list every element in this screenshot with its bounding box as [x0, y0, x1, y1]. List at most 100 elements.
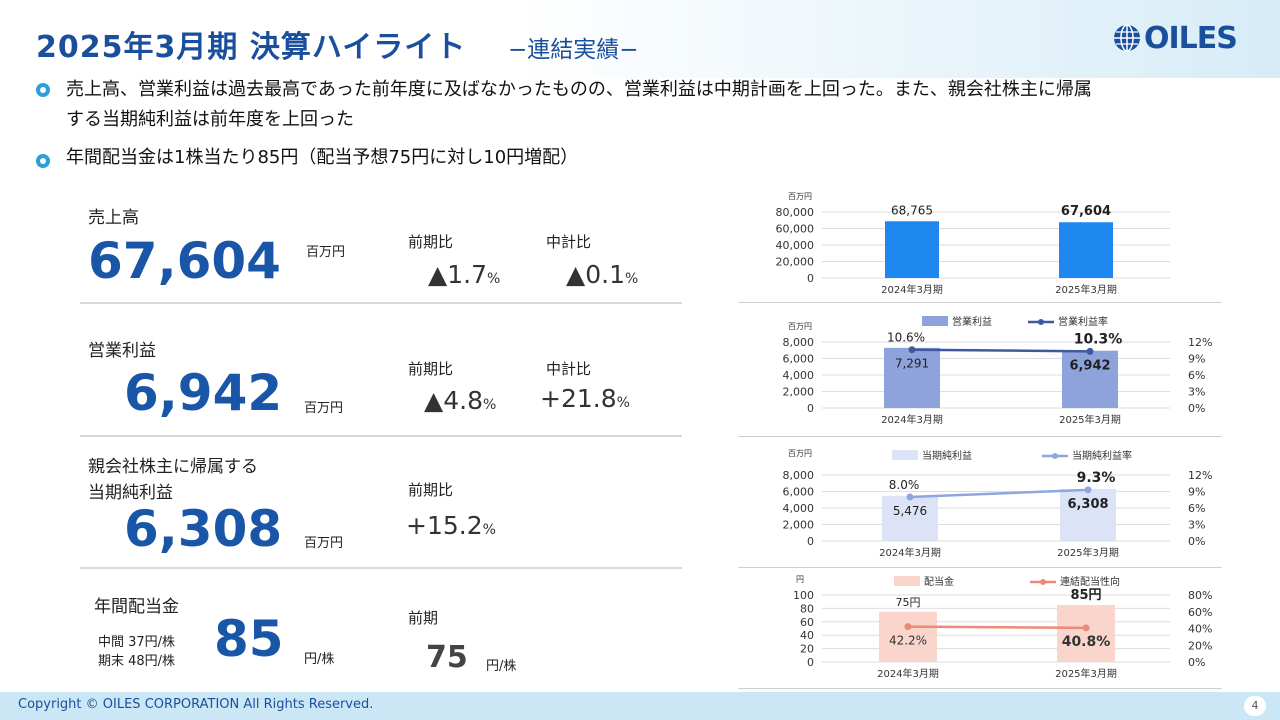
- legend-swatch-bar: [922, 316, 948, 326]
- y-tick-label: 60: [800, 616, 814, 629]
- net-value: 6,308: [124, 500, 283, 558]
- bullet-1-line-2: する当期純利益は前年度を上回った: [66, 109, 354, 130]
- operating-value: 6,942: [124, 364, 283, 422]
- y2-tick-label: 80%: [1188, 589, 1212, 602]
- operating-plan: +21.8%: [540, 384, 630, 413]
- y2-tick-label: 20%: [1188, 639, 1212, 652]
- x-tick-label: 2024年3月期: [877, 667, 939, 680]
- y2-tick-label: 9%: [1188, 353, 1205, 366]
- net-label-line-2: 当期純利益: [88, 483, 173, 503]
- bar: [879, 611, 937, 662]
- page-title: 2025年3月期 決算ハイライト: [36, 30, 467, 65]
- dividend-year-end: 期末 48円/株: [98, 654, 176, 669]
- x-tick-label: 2025年3月期: [1055, 667, 1117, 680]
- operating-yoy-label: 前期比: [408, 360, 454, 378]
- series-point: [1084, 486, 1092, 494]
- y-tick-label: 2,000: [783, 386, 815, 399]
- bullet-1-line-1: 売上高、営業利益は過去最高であった前年度に及ばなかったものの、営業利益は中期計画…: [66, 79, 1092, 100]
- dividend-prev-value: 75: [426, 640, 468, 675]
- y-tick-label: 8,000: [783, 469, 815, 482]
- y2-tick-label: 0%: [1188, 656, 1205, 669]
- net-unit: 百万円: [304, 536, 344, 551]
- y-tick-label: 2,000: [783, 519, 815, 532]
- bar: [882, 495, 938, 541]
- y-tick-label: 4,000: [783, 369, 815, 382]
- bar: [885, 221, 939, 278]
- legend-swatch-marker: [1040, 579, 1046, 585]
- chart-divider: [738, 567, 1222, 568]
- net-yoy: +15.2%: [406, 511, 496, 540]
- operating-yoy: ▲4.8%: [424, 386, 497, 415]
- y2-tick-label: 12%: [1188, 336, 1212, 349]
- legend-label: 配当金: [924, 575, 954, 588]
- bar: [1057, 605, 1115, 662]
- series-line: [907, 625, 1087, 630]
- chart-divider: [738, 688, 1222, 689]
- globe-icon: [1114, 24, 1140, 52]
- page-number: 4: [1244, 696, 1266, 716]
- bar: [1059, 222, 1113, 278]
- bar-value-label: 7,291: [895, 357, 929, 371]
- divider: [80, 435, 682, 437]
- legend-label: 営業利益: [952, 315, 992, 328]
- y2-tick-label: 3%: [1188, 519, 1205, 532]
- y-tick-label: 40: [800, 629, 814, 642]
- y2-tick-label: 40%: [1188, 623, 1212, 636]
- chart-divider: [738, 436, 1222, 437]
- operating-plan-label: 中計比: [546, 360, 592, 378]
- y2-tick-label: 9%: [1188, 486, 1205, 499]
- chart-unit-label: 円: [796, 575, 804, 584]
- dividend-value: 85: [214, 610, 284, 668]
- series-point: [1086, 347, 1094, 355]
- line-value-label: 8.0%: [889, 478, 920, 492]
- bullet-2-line-1: 年間配当金は1株当たり85円（配当予想75円に対し10円増配）: [66, 147, 579, 168]
- sales-value: 67,604: [88, 232, 281, 290]
- sales-label: 売上高: [88, 208, 139, 228]
- dividend-prev-label: 前期: [408, 609, 439, 627]
- x-tick-label: 2025年3月期: [1055, 283, 1117, 296]
- y2-tick-label: 0%: [1188, 535, 1205, 548]
- bar-value-label: 68,765: [891, 203, 933, 217]
- y-tick-label: 0: [807, 402, 814, 415]
- chart-unit-label: 百万円: [788, 449, 812, 458]
- series-line: [909, 488, 1089, 499]
- line-value-label: 10.6%: [887, 331, 925, 345]
- bar: [884, 347, 940, 408]
- legend-label: 当期純利益率: [1072, 449, 1132, 462]
- bullet-icon: [36, 83, 50, 97]
- dividend-unit: 円/株: [304, 652, 335, 667]
- line-value-label: 40.8%: [1062, 634, 1111, 650]
- series-point: [908, 346, 916, 354]
- operating-unit: 百万円: [304, 401, 344, 416]
- bar-value-label: 67,604: [1061, 204, 1111, 219]
- y2-tick-label: 3%: [1188, 386, 1205, 399]
- logo-text: OILES: [1144, 20, 1238, 56]
- net-yoy-label: 前期比: [408, 481, 454, 499]
- y-tick-label: 0: [807, 535, 814, 548]
- bar: [1060, 488, 1116, 541]
- chart-divider: [738, 302, 1222, 303]
- net-label-line-1: 親会社株主に帰属する: [88, 457, 258, 477]
- y-tick-label: 0: [807, 656, 814, 669]
- dividend-interim: 中間 37円/株: [98, 635, 176, 650]
- y-tick-label: 4,000: [783, 502, 815, 515]
- y-tick-label: 0: [807, 272, 814, 285]
- bar: [1062, 350, 1118, 408]
- y-tick-label: 20: [800, 643, 814, 656]
- x-tick-label: 2025年3月期: [1059, 413, 1121, 426]
- dividend-prev-unit: 円/株: [486, 659, 517, 674]
- x-tick-label: 2024年3月期: [881, 283, 943, 296]
- sales-unit: 百万円: [306, 245, 346, 260]
- header-band: [0, 0, 1280, 78]
- y-tick-label: 40,000: [776, 239, 815, 252]
- legend-label: 営業利益率: [1058, 315, 1108, 328]
- bar-value-label: 85円: [1070, 588, 1101, 603]
- series-line: [911, 348, 1091, 353]
- y-tick-label: 80,000: [776, 206, 815, 219]
- bar-value-label: 75円: [896, 596, 921, 609]
- line-value-label: 9.3%: [1077, 470, 1116, 486]
- x-tick-label: 2024年3月期: [881, 413, 943, 426]
- y-tick-label: 100: [793, 589, 814, 602]
- series-point: [906, 493, 914, 501]
- legend-label: 当期純利益: [922, 449, 972, 462]
